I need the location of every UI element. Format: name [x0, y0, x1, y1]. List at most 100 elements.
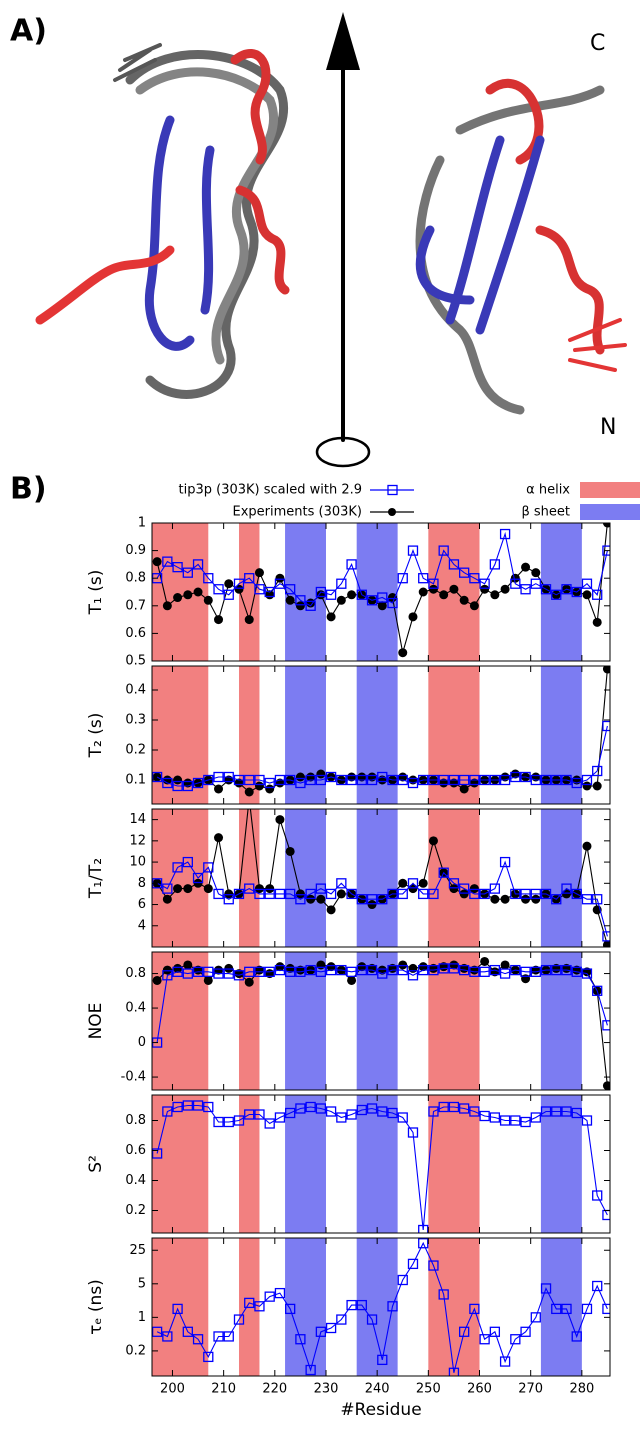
data-point	[582, 782, 591, 791]
region-band	[239, 809, 259, 947]
data-point	[204, 884, 213, 893]
legend-label: Experiments (303K)	[233, 505, 363, 520]
data-point	[603, 940, 612, 949]
data-point	[265, 884, 274, 893]
terminus-label: C	[590, 31, 605, 56]
data-point	[480, 957, 489, 966]
y-tick-label: 0.2	[125, 1343, 146, 1358]
data-point	[173, 884, 182, 893]
data-point	[582, 590, 591, 599]
y-tick-label: 5	[138, 1276, 146, 1291]
y-tick-label: 1	[138, 1310, 146, 1325]
data-point	[316, 895, 325, 904]
region-band	[541, 809, 582, 947]
data-point	[398, 879, 407, 888]
data-point	[521, 974, 530, 983]
plot-area	[152, 665, 612, 805]
y-tick-label: 25	[129, 1243, 146, 1258]
y-tick-label: 0.7	[125, 598, 146, 613]
data-point	[316, 770, 325, 779]
region-band	[285, 1095, 326, 1233]
plot-area	[152, 794, 612, 949]
data-point	[245, 788, 254, 797]
data-point	[501, 585, 510, 594]
data-point	[265, 785, 274, 794]
legend-label: β sheet	[521, 505, 570, 520]
data-point	[347, 976, 356, 985]
panel-label: A)	[10, 14, 47, 49]
region-band	[152, 1095, 208, 1233]
legend-label: tip3p (303K) scaled with 2.9	[179, 483, 363, 498]
data-point	[183, 884, 192, 893]
y-axis-title: T₁/T₂	[86, 858, 106, 899]
y-axis-title: NOE	[86, 1003, 106, 1040]
y-tick-label: 0.6	[125, 626, 146, 641]
y-tick-label: 0.6	[125, 1143, 146, 1158]
region-band	[357, 809, 398, 947]
y-tick-label: -0.4	[121, 1070, 146, 1085]
data-point	[531, 895, 540, 904]
data-point	[163, 601, 172, 610]
data-point	[429, 836, 438, 845]
data-point	[490, 895, 499, 904]
region-band	[428, 809, 479, 947]
region-band	[152, 1238, 208, 1376]
data-point	[173, 593, 182, 602]
region-band	[285, 809, 326, 947]
data-point	[408, 612, 417, 621]
x-tick-label: 260	[467, 1382, 492, 1397]
data-point	[286, 596, 295, 605]
y-tick-label: 0.1	[125, 773, 146, 788]
data-point	[245, 978, 254, 987]
y-tick-label: 10	[129, 855, 146, 870]
data-point	[296, 773, 305, 782]
data-point	[286, 847, 295, 856]
data-point	[449, 585, 458, 594]
x-axis-title: #Residue	[340, 1400, 421, 1420]
data-point	[327, 905, 336, 914]
x-tick-label: 270	[518, 1382, 543, 1397]
data-point	[439, 590, 448, 599]
data-point	[603, 1211, 612, 1220]
x-tick-label: 200	[160, 1382, 185, 1397]
data-point	[296, 601, 305, 610]
data-point	[419, 588, 428, 597]
data-point	[582, 842, 591, 851]
data-point	[593, 618, 602, 627]
y-tick-label: 0.4	[125, 1001, 146, 1016]
x-tick-label: 250	[416, 1382, 441, 1397]
data-point	[316, 960, 325, 969]
data-point	[368, 900, 377, 909]
x-tick-label: 240	[365, 1382, 390, 1397]
y-tick-label: 0.3	[125, 713, 146, 728]
y-tick-label: 0.5	[125, 654, 146, 669]
data-point	[490, 590, 499, 599]
data-point	[214, 615, 223, 624]
data-point	[408, 884, 417, 893]
x-tick-label: 280	[569, 1382, 594, 1397]
data-point	[163, 895, 172, 904]
y-tick-label: 0.4	[125, 683, 146, 698]
data-point	[531, 568, 540, 577]
y-tick-label: 12	[129, 833, 146, 848]
data-point	[337, 596, 346, 605]
data-point	[419, 879, 428, 888]
y-axis-title: T₁ (s)	[86, 570, 106, 616]
data-point	[275, 574, 284, 583]
legend-swatch	[580, 482, 640, 498]
data-point	[194, 588, 203, 597]
y-tick-label: 0	[138, 1035, 146, 1050]
y-tick-label: 0.4	[125, 1173, 146, 1188]
data-point	[224, 579, 233, 588]
data-point	[501, 960, 510, 969]
data-point	[347, 590, 356, 599]
data-point	[204, 976, 213, 985]
structure-images	[40, 12, 625, 466]
y-tick-label: 0.8	[125, 571, 146, 586]
data-point	[429, 585, 438, 594]
y-tick-label: 0.8	[125, 966, 146, 981]
y-tick-label: 14	[129, 812, 146, 827]
plot-area	[152, 952, 612, 1090]
y-tick-label: 0.8	[125, 1113, 146, 1128]
data-point	[327, 612, 336, 621]
